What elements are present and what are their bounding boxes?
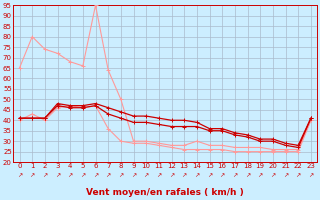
X-axis label: Vent moyen/en rafales ( km/h ): Vent moyen/en rafales ( km/h ) [86, 188, 244, 197]
